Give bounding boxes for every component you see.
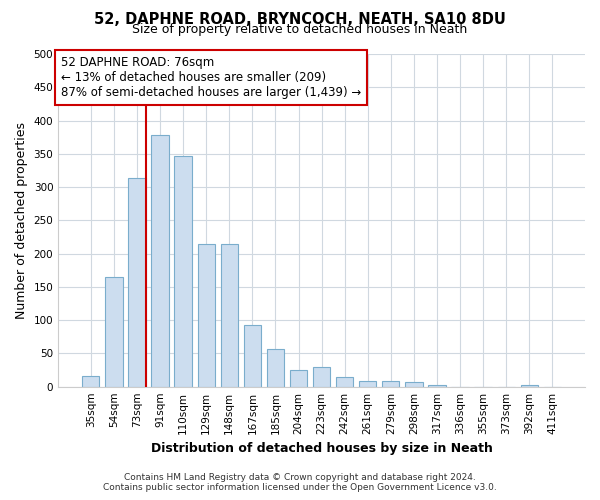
Bar <box>521 384 538 386</box>
Bar <box>336 376 353 386</box>
Bar <box>221 244 238 386</box>
Bar <box>82 376 100 386</box>
Text: 52 DAPHNE ROAD: 76sqm
← 13% of detached houses are smaller (209)
87% of semi-det: 52 DAPHNE ROAD: 76sqm ← 13% of detached … <box>61 56 361 98</box>
Bar <box>382 380 400 386</box>
Bar <box>105 277 122 386</box>
Bar <box>197 244 215 386</box>
Bar <box>244 325 261 386</box>
Bar <box>359 380 376 386</box>
Bar <box>151 135 169 386</box>
Bar <box>290 370 307 386</box>
Bar <box>313 368 330 386</box>
Text: 52, DAPHNE ROAD, BRYNCOCH, NEATH, SA10 8DU: 52, DAPHNE ROAD, BRYNCOCH, NEATH, SA10 8… <box>94 12 506 28</box>
Text: Contains HM Land Registry data © Crown copyright and database right 2024.
Contai: Contains HM Land Registry data © Crown c… <box>103 473 497 492</box>
Y-axis label: Number of detached properties: Number of detached properties <box>15 122 28 319</box>
Text: Size of property relative to detached houses in Neath: Size of property relative to detached ho… <box>133 24 467 36</box>
Bar <box>428 384 446 386</box>
Bar <box>267 350 284 387</box>
X-axis label: Distribution of detached houses by size in Neath: Distribution of detached houses by size … <box>151 442 493 455</box>
Bar <box>128 178 146 386</box>
Bar <box>175 156 192 386</box>
Bar <box>405 382 422 386</box>
